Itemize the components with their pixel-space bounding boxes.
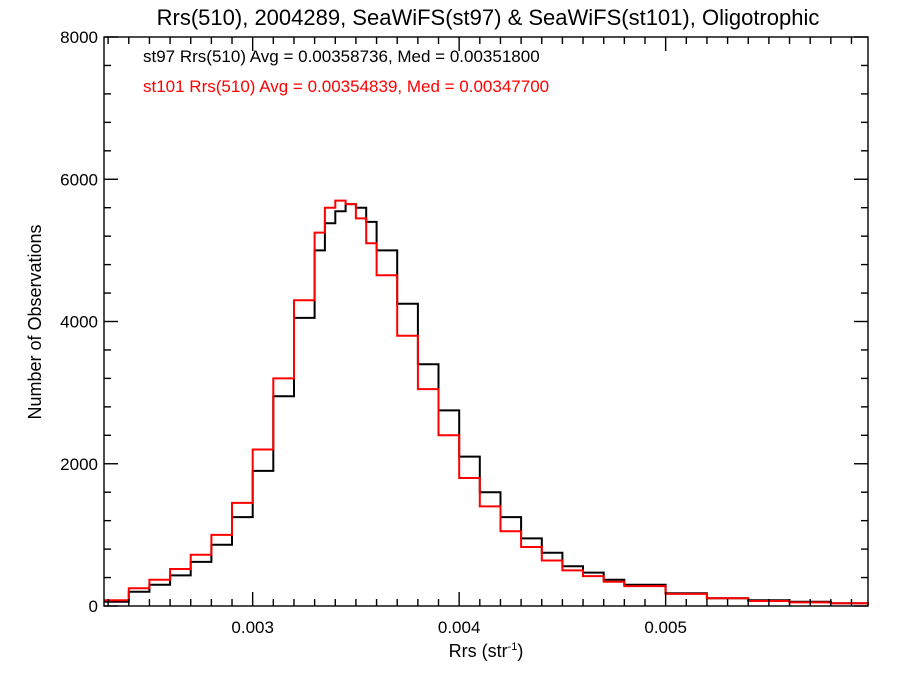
x-axis-label-close: ) (517, 641, 523, 661)
x-axis-label-sup: -1 (508, 641, 518, 653)
x-tick-label: 0.005 (644, 618, 687, 637)
y-tick-label: 0 (89, 597, 98, 616)
y-tick-label: 8000 (60, 28, 98, 47)
chart-title: Rrs(510), 2004289, SeaWiFS(st97) & SeaWi… (157, 5, 820, 30)
x-tick-label: 0.004 (438, 618, 481, 637)
series-line-1 (104, 199, 869, 605)
y-tick-label: 6000 (60, 170, 98, 189)
plot-frame (103, 36, 869, 607)
plot-series-group (104, 199, 869, 605)
legend-entry-st97: st97 Rrs(510) Avg = 0.00358736, Med = 0.… (143, 47, 540, 66)
x-tick-label: 0.003 (231, 618, 274, 637)
axis-ticks-group: 0 2000 4000 6000 8000 0.003 0.004 0.005 (60, 28, 868, 637)
series-line-0 (104, 203, 869, 605)
y-tick-label: 4000 (60, 313, 98, 332)
y-tick-label: 2000 (60, 455, 98, 474)
x-axis-label: Rrs (str-1) (449, 641, 524, 661)
x-axis-label-main: Rrs (str (449, 641, 508, 661)
legend-entry-st101: st101 Rrs(510) Avg = 0.00354839, Med = 0… (143, 77, 549, 96)
y-axis-label: Number of Observations (25, 224, 45, 419)
